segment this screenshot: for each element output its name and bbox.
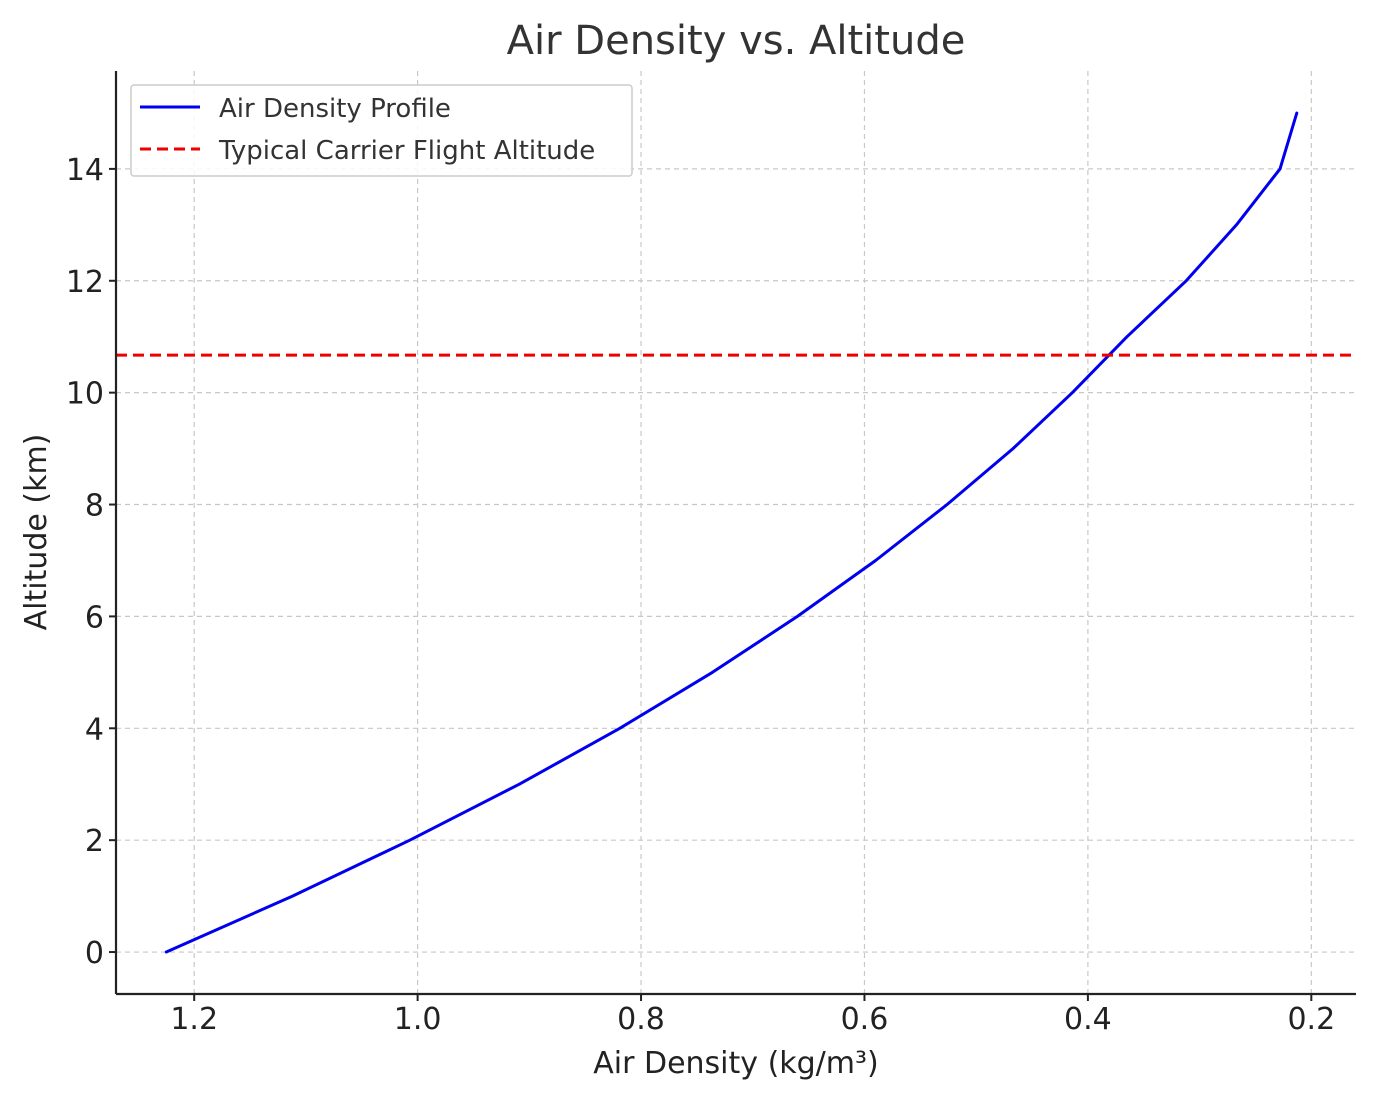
y-axis-label: Altitude (km) (19, 434, 54, 631)
y-tick-label: 2 (85, 824, 104, 859)
y-tick-label: 4 (85, 712, 104, 747)
x-tick-label: 0.8 (617, 1002, 665, 1037)
y-tick-label: 12 (66, 265, 104, 300)
legend-label-typical-carrier-flight-altitude: Typical Carrier Flight Altitude (218, 136, 595, 166)
x-tick-label: 0.2 (1287, 1002, 1335, 1037)
y-tick-label: 10 (66, 377, 104, 412)
chart-title: Air Density vs. Altitude (507, 18, 966, 64)
x-tick-label: 0.4 (1064, 1002, 1112, 1037)
y-tick-label: 14 (66, 153, 104, 188)
x-axis-label: Air Density (kg/m³) (593, 1046, 879, 1081)
legend: Air Density Profile Typical Carrier Flig… (130, 84, 633, 177)
legend-label-air-density-profile: Air Density Profile (219, 94, 451, 124)
ticks-layer: 1.2 1.0 0.8 0.6 0.4 0.2 0 2 4 6 8 10 12 14 (66, 153, 1335, 1037)
y-tick-label: 8 (85, 489, 104, 524)
x-tick-label: 1.2 (170, 1002, 218, 1037)
series-layer (116, 111, 1356, 954)
x-tick-label: 0.6 (841, 1002, 889, 1037)
y-tick-label: 6 (85, 600, 104, 635)
grid-layer (116, 71, 1356, 994)
y-tick-label: 0 (85, 936, 104, 971)
legend-box (130, 84, 633, 177)
x-tick-label: 1.0 (394, 1002, 442, 1037)
series-line-air-density-profile (164, 111, 1299, 954)
